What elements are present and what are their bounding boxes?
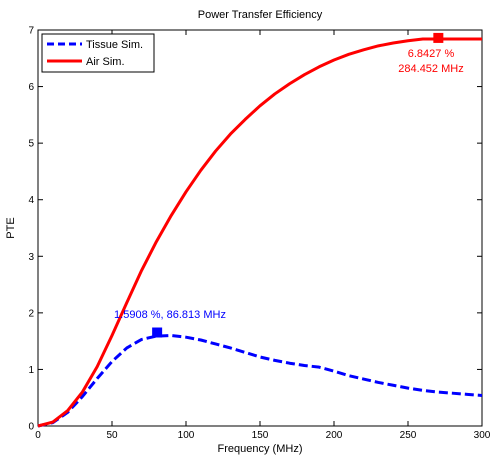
series-layer — [37, 37, 483, 428]
tissue-peak-annotation: 1.5908 %, 86.813 MHz — [114, 309, 226, 321]
series-line-air-sim — [37, 37, 482, 428]
chart-title: Power Transfer Efficiency — [198, 9, 323, 21]
legend: Tissue Sim. Air Sim. — [41, 33, 155, 73]
series-line-tissue-sim — [37, 333, 483, 428]
y-tick-label-7: 7 — [28, 26, 34, 37]
y-tick-label-2: 2 — [28, 308, 34, 319]
x-axis-ticks: 0 50 100 150 200 250 300 — [35, 30, 491, 441]
peak-marker-air — [433, 32, 444, 43]
x-tick-label-6: 300 — [474, 430, 491, 441]
x-tick-label-0: 0 — [35, 430, 41, 441]
y-tick-label-4: 4 — [28, 195, 34, 206]
legend-box — [41, 33, 155, 73]
x-tick-label-4: 200 — [326, 430, 343, 441]
peak-marker-tissue — [152, 327, 163, 338]
air-peak-annotation-line1: 6.8427 % — [408, 48, 455, 60]
y-tick-label-6: 6 — [28, 82, 34, 93]
y-tick-label-1: 1 — [28, 365, 34, 376]
x-tick-label-2: 100 — [178, 430, 195, 441]
legend-label-tissue: Tissue Sim. — [86, 39, 143, 51]
y-tick-label-5: 5 — [28, 139, 34, 150]
marker-layer — [152, 32, 444, 338]
y-axis-label: PTE — [5, 217, 17, 238]
x-axis-label: Frequency (MHz) — [218, 443, 303, 455]
plot-frame — [37, 29, 483, 427]
x-tick-label-5: 250 — [400, 430, 417, 441]
x-tick-label-3: 150 — [252, 430, 269, 441]
air-peak-annotation-line2: 284.452 MHz — [398, 63, 463, 75]
y-tick-label-0: 0 — [28, 422, 34, 433]
y-axis-ticks: 0 1 2 3 4 5 6 7 — [28, 26, 482, 433]
x-tick-label-1: 50 — [106, 430, 118, 441]
y-tick-label-3: 3 — [28, 252, 34, 263]
legend-label-air: Air Sim. — [86, 56, 125, 68]
